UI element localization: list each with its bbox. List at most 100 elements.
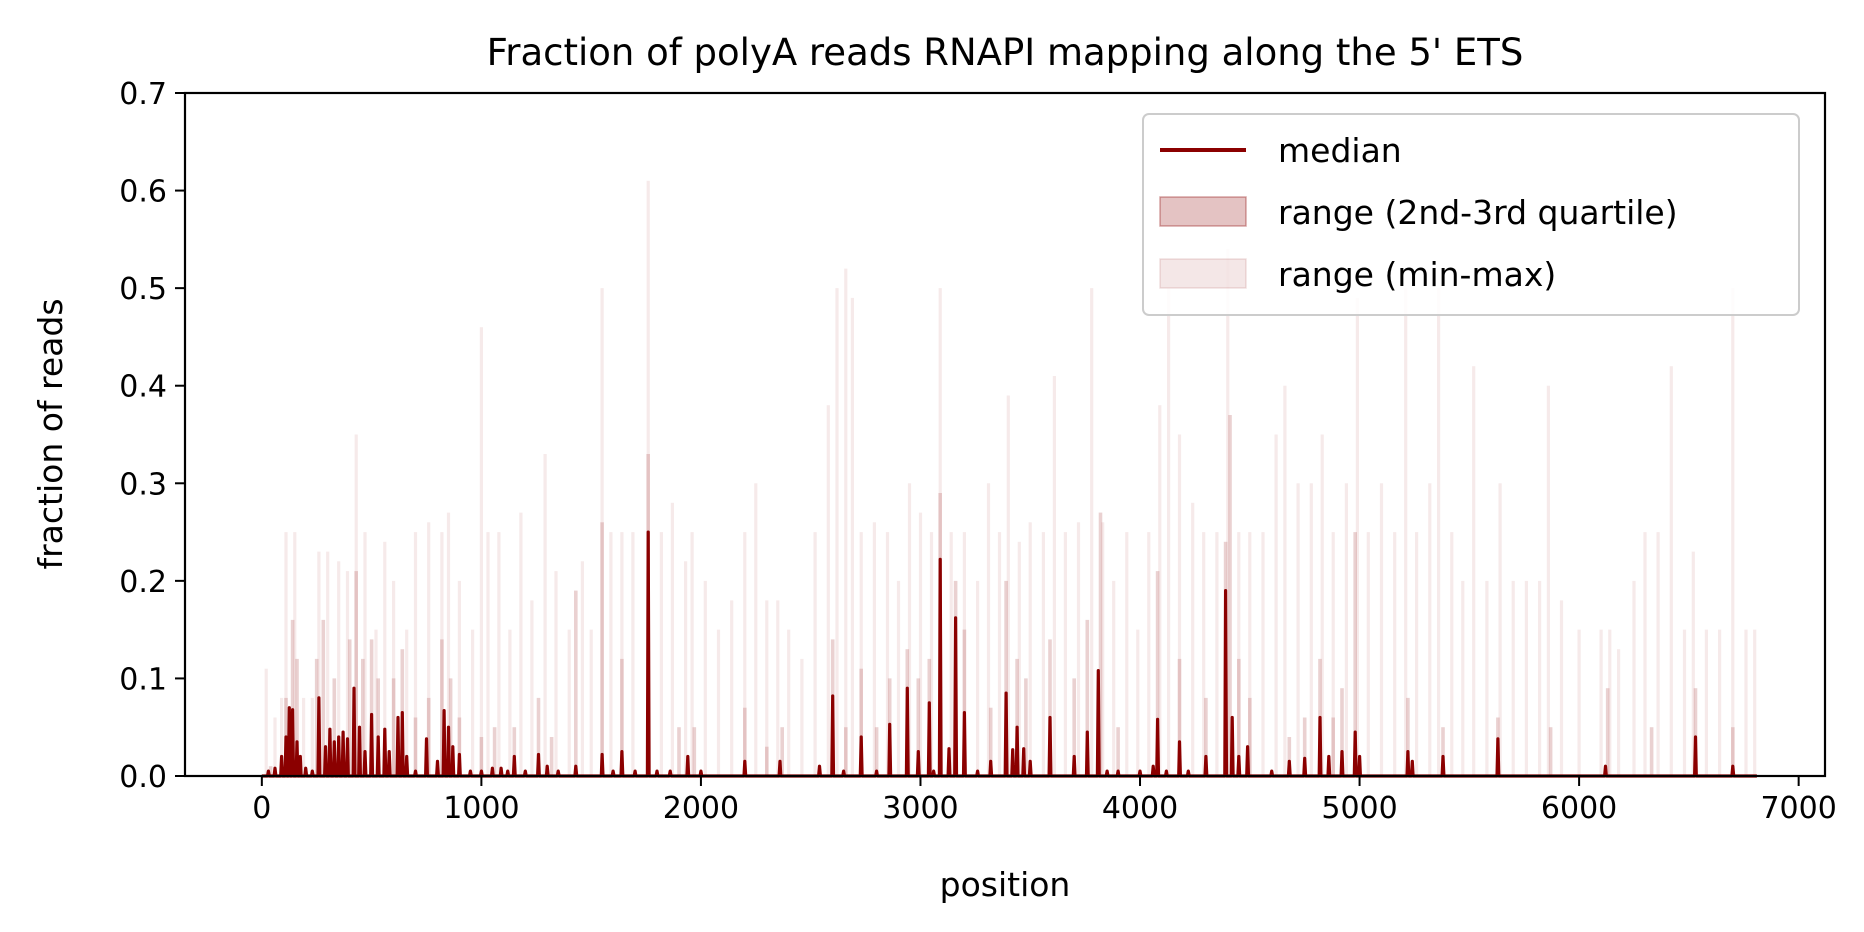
- minmax-peak: [1112, 580, 1116, 776]
- minmax-peak: [1344, 483, 1348, 776]
- minmax-peak: [264, 668, 268, 776]
- quartile-peak: [1228, 415, 1232, 776]
- quartile-peak: [859, 668, 863, 776]
- x-tick-label: 4000: [1102, 791, 1178, 826]
- minmax-peak: [1524, 580, 1528, 776]
- y-tick-label: 0.3: [119, 467, 167, 502]
- minmax-peak: [1718, 629, 1722, 776]
- quartile-peak: [1072, 678, 1076, 776]
- quartile-peak: [354, 571, 358, 776]
- minmax-peak: [427, 522, 431, 776]
- quartile-peak: [290, 619, 295, 776]
- minmax-peak: [1017, 541, 1021, 776]
- minmax-peak: [1379, 483, 1384, 776]
- quartile-peak: [1048, 639, 1052, 776]
- minmax-peak: [310, 697, 314, 776]
- quartile-peak: [479, 737, 484, 776]
- minmax-peak: [609, 532, 613, 776]
- minmax-peak: [1090, 288, 1094, 776]
- quartile-peak: [332, 678, 337, 776]
- minmax-peak: [1226, 249, 1230, 777]
- minmax-peak: [1248, 532, 1252, 776]
- minmax-peak: [1006, 395, 1010, 776]
- minmax-peak: [1158, 405, 1162, 776]
- plot-area: [261, 180, 1757, 778]
- minmax-peak: [1691, 551, 1695, 776]
- quartile-peak: [448, 678, 453, 776]
- quartile-peak: [492, 727, 497, 776]
- minmax-peak: [1404, 288, 1408, 776]
- minmax-peak: [1643, 532, 1647, 776]
- x-axis: 0 1000 2000 3000 4000 5000 6000 7000: [252, 776, 1837, 826]
- minmax-peak: [1125, 532, 1129, 776]
- minmax-peak: [800, 658, 804, 776]
- minmax-peak: [1472, 366, 1476, 776]
- quartile-peak: [692, 727, 697, 776]
- legend-swatch-quartile: [1159, 196, 1247, 227]
- minmax-peak: [1437, 288, 1441, 776]
- minmax-peak: [859, 532, 863, 776]
- minmax-peak: [826, 405, 830, 776]
- minmax-peak: [1428, 483, 1432, 776]
- minmax-peak: [754, 483, 758, 776]
- minmax-peak: [589, 629, 593, 776]
- minmax-peak: [345, 571, 350, 776]
- minmax-peak: [317, 551, 321, 776]
- quartile-peak: [844, 727, 848, 776]
- quartile-peak: [512, 727, 517, 776]
- quartile-peak: [1441, 727, 1445, 776]
- y-axis: 0.0 0.1 0.2 0.3 0.4 0.5 0.6 0.7: [119, 77, 185, 795]
- minmax-peak: [567, 629, 571, 776]
- minmax-peak: [1461, 580, 1465, 776]
- minmax-peak: [440, 532, 444, 776]
- quartile-peak: [1177, 658, 1182, 776]
- minmax-peak: [471, 629, 475, 776]
- minmax-peak: [1511, 580, 1515, 776]
- y-tick-label: 0.1: [119, 662, 167, 697]
- legend-box: [1142, 113, 1800, 316]
- minmax-peak: [413, 532, 418, 776]
- quartile-peak: [1204, 697, 1208, 776]
- minmax-peak: [986, 483, 991, 776]
- minmax-peak: [405, 629, 409, 776]
- quartile-peak: [361, 658, 365, 776]
- minmax-peak: [703, 580, 707, 776]
- minmax-peak: [337, 561, 341, 776]
- minmax-peak: [1028, 522, 1032, 776]
- minmax-peak: [1632, 580, 1636, 776]
- minmax-peak: [1704, 629, 1708, 776]
- minmax-peak: [1052, 376, 1056, 776]
- minmax-peak: [1682, 629, 1687, 776]
- quartile-peak: [1605, 688, 1610, 776]
- quartile-peak: [620, 658, 624, 776]
- minmax-peak: [1191, 502, 1195, 776]
- minmax-peak: [1393, 532, 1397, 776]
- minmax-peak: [1485, 580, 1489, 776]
- legend-swatch-minmax: [1159, 258, 1247, 289]
- quartile-peak: [1116, 727, 1120, 776]
- minmax-peak: [1076, 522, 1081, 776]
- minmax-peak: [1320, 434, 1324, 776]
- quartile-peak: [376, 678, 380, 776]
- minmax-peak: [486, 532, 490, 776]
- chart-title: Fraction of polyA reads RNAPI mapping al…: [487, 31, 1524, 74]
- minmax-peak: [354, 434, 358, 776]
- minmax-peak: [530, 600, 534, 776]
- quartile-peak: [780, 727, 784, 776]
- minmax-peak: [1559, 600, 1564, 776]
- minmax-peak: [1202, 532, 1206, 776]
- quartile-peak: [321, 619, 326, 776]
- quartile-peak: [413, 717, 418, 776]
- y-tick-label: 0.5: [119, 272, 167, 307]
- quartile-peak: [1015, 658, 1019, 776]
- minmax-peak: [508, 629, 512, 776]
- quartile-peak: [314, 658, 319, 776]
- minmax-peak: [1546, 385, 1550, 776]
- x-tick-label: 5000: [1321, 791, 1397, 826]
- minmax-peak: [273, 717, 277, 776]
- quartile-peak: [1731, 727, 1735, 776]
- x-axis-label: position: [940, 865, 1071, 904]
- minmax-peak: [457, 580, 461, 776]
- minmax-peak: [1136, 629, 1140, 776]
